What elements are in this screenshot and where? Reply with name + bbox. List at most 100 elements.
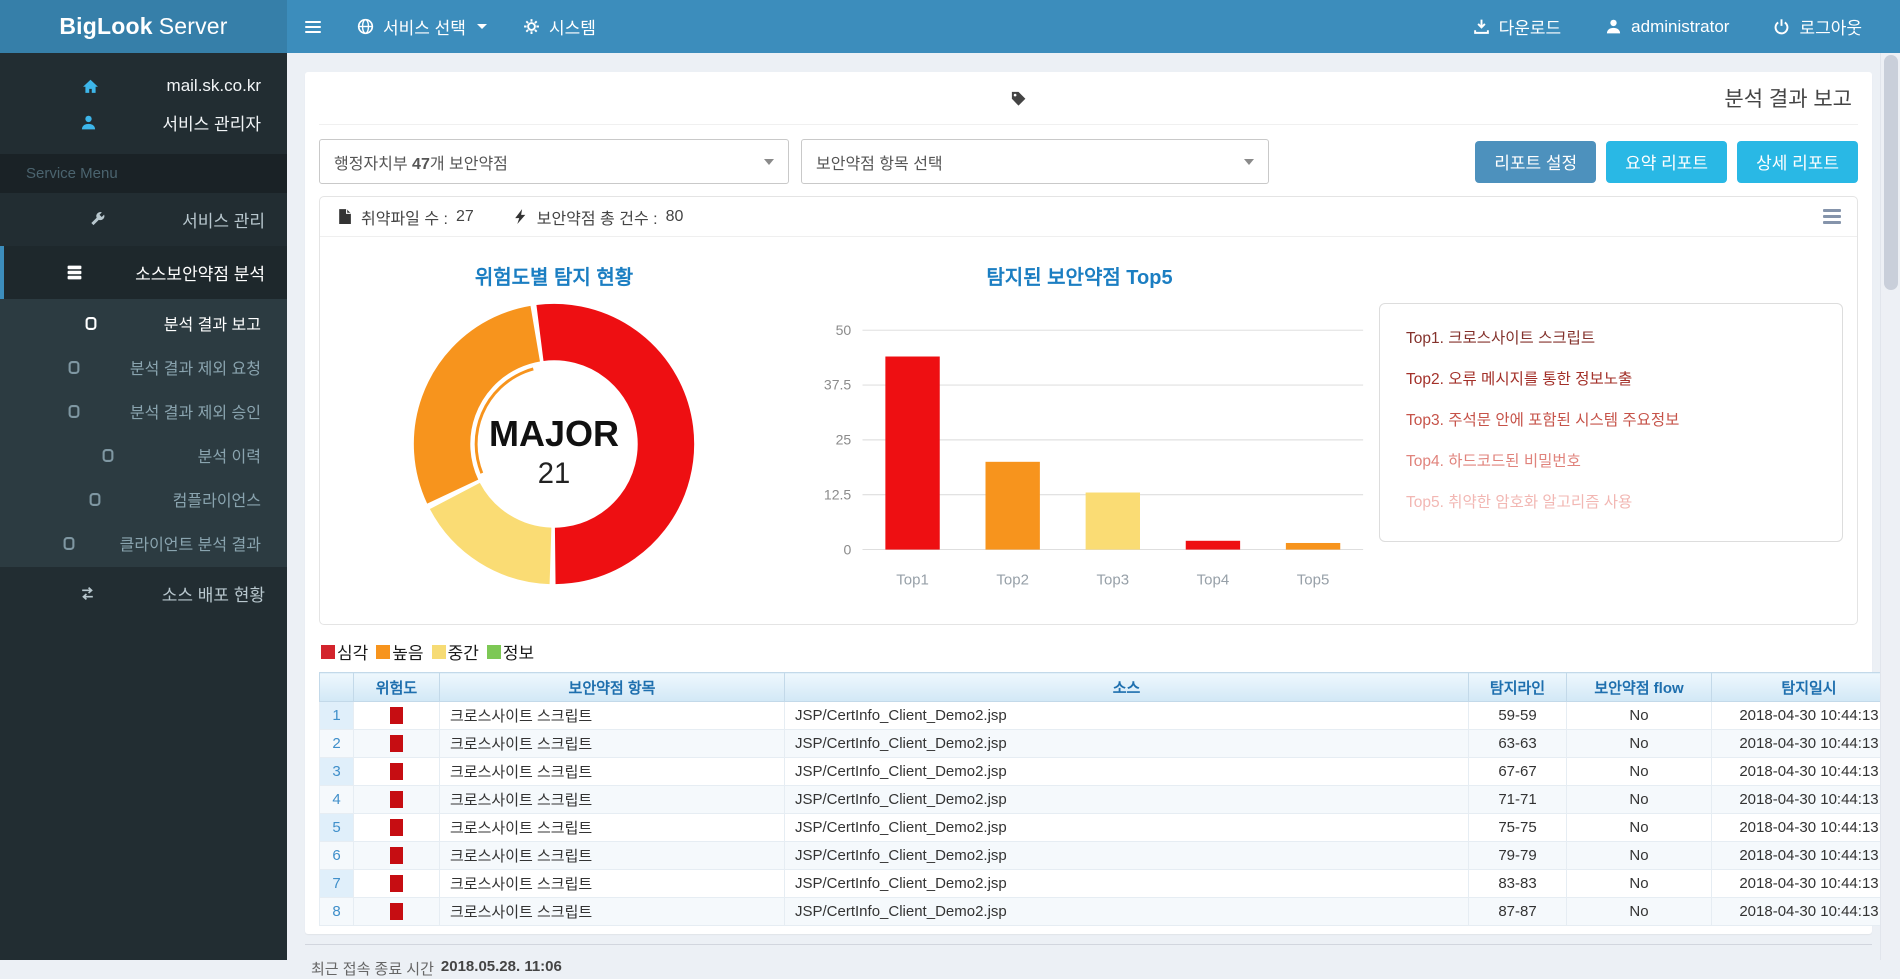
logout-button[interactable]: 로그아웃 [1755, 0, 1880, 53]
user-icon [1605, 18, 1622, 35]
top5-item: Top1. 크로스사이트 스크립트 [1406, 326, 1816, 348]
scrollbar-thumb[interactable] [1884, 55, 1898, 290]
svg-text:12.5: 12.5 [824, 486, 852, 502]
service-select-menu[interactable]: 서비스 선택 [339, 0, 505, 53]
top5-label: 오류 메시지를 통한 정보노출 [1448, 371, 1632, 388]
detect-line-cell: 83-83 [1469, 870, 1567, 898]
sidebar-toggle-button[interactable] [287, 0, 339, 53]
sidebar-subitem[interactable]: 클라이언트 분석 결과 [0, 521, 287, 565]
top5-label: 크로스사이트 스크립트 [1448, 330, 1595, 347]
row-number-cell: 1 [320, 702, 354, 730]
detected-at-cell: 2018-04-30 10:44:13 [1712, 898, 1900, 926]
top5-item: Top4. 하드코드된 비밀번호 [1406, 449, 1816, 471]
sidebar-subitem-label: 클라이언트 분석 결과 [120, 531, 261, 555]
svg-text:0: 0 [843, 541, 851, 557]
svg-text:Top3: Top3 [1097, 571, 1130, 588]
donut-chart-title: 위험도별 탐지 현황 [328, 261, 780, 290]
detected-at-cell: 2018-04-30 10:44:13 [1712, 870, 1900, 898]
weakness-item-cell: 크로스사이트 스크립트 [440, 842, 785, 870]
sidebar-subitem-label: 분석 결과 제외 요청 [130, 355, 261, 379]
sidebar-subitem[interactable]: 분석 결과 제외 승인 [0, 389, 287, 433]
sidebar-item-source-deploy[interactable]: 소스 배포 현황 [0, 567, 287, 620]
sidebar-item-service-manage[interactable]: 서비스 관리 [0, 193, 287, 246]
source-cell: JSP/CertInfo_Client_Demo2.jsp [785, 730, 1469, 758]
square-icon [88, 492, 102, 507]
brand-rest: Server [159, 13, 228, 40]
report-settings-button[interactable]: 리포트 설정 [1475, 141, 1596, 183]
legend-swatch [432, 645, 446, 659]
sidebar-user-label: 서비스 관리자 [162, 110, 261, 135]
content-area: 분석 결과 보고 행정자치부 47개 보안약점 보안약점 항목 선택 리 [287, 53, 1880, 960]
top5-rank: Top2. [1406, 371, 1448, 388]
row-number-cell: 4 [320, 786, 354, 814]
detail-report-button[interactable]: 상세 리포트 [1737, 141, 1858, 183]
flow-cell: No [1567, 786, 1712, 814]
sidebar-subitem[interactable]: 분석 결과 제외 요청 [0, 345, 287, 389]
legend-label: 정보 [503, 639, 534, 664]
power-icon [1773, 18, 1790, 35]
table-header-cell: 소스 [785, 673, 1469, 702]
sidebar-subitem[interactable]: 컴플라이언스 [0, 477, 287, 521]
flow-cell: No [1567, 898, 1712, 926]
sidebar-item-source-analysis[interactable]: 소스보안약점 분석 [0, 246, 287, 299]
user-menu[interactable]: administrator [1587, 0, 1747, 53]
select-caret-icon [764, 159, 774, 165]
footer-label: 최근 접속 종료 시간 [311, 958, 434, 979]
source-cell: JSP/CertInfo_Client_Demo2.jsp [785, 898, 1469, 926]
sidebar-subitem[interactable]: 분석 이력 [0, 433, 287, 477]
chart-menu-icon[interactable] [1823, 209, 1841, 224]
system-menu[interactable]: 시스템 [505, 0, 614, 53]
legend-label: 중간 [448, 639, 479, 664]
page-footer: 최근 접속 종료 시간 2018.05.28. 11:06 [305, 944, 1872, 979]
exchange-icon [79, 585, 96, 602]
detected-at-cell: 2018-04-30 10:44:13 [1712, 730, 1900, 758]
sidebar-subitem[interactable]: 분석 결과 보고 [0, 301, 287, 345]
legend-swatch [321, 645, 335, 659]
hamburger-icon [305, 21, 321, 33]
square-icon [62, 536, 76, 551]
category-select[interactable]: 행정자치부 47개 보안약점 [319, 139, 789, 184]
severity-square-icon [390, 903, 403, 920]
source-cell: JSP/CertInfo_Client_Demo2.jsp [785, 702, 1469, 730]
sidebar-item-label: 소스 배포 현황 [162, 581, 265, 606]
sidebar-item-label: 서비스 관리 [182, 207, 265, 232]
sidebar-host[interactable]: mail.sk.co.kr [0, 69, 287, 103]
detect-line-cell: 63-63 [1469, 730, 1567, 758]
sidebar-user[interactable]: 서비스 관리자 [0, 103, 287, 142]
severity-cell [354, 870, 440, 898]
table-header-cell: 위험도 [354, 673, 440, 702]
flow-cell: No [1567, 758, 1712, 786]
svg-text:Top5: Top5 [1297, 571, 1330, 588]
severity-cell [354, 730, 440, 758]
gear-icon [523, 18, 540, 35]
summary-report-button[interactable]: 요약 리포트 [1606, 141, 1727, 183]
stats-row: 취약파일 수 : 27 보안약점 총 건수 : 80 [320, 197, 1857, 237]
row-number-cell: 6 [320, 842, 354, 870]
svg-text:25: 25 [836, 432, 852, 448]
item-select[interactable]: 보안약점 항목 선택 [801, 139, 1269, 184]
navbar-left: 서비스 선택 시스템 [287, 0, 614, 53]
globe-icon [357, 18, 374, 35]
flow-cell: No [1567, 842, 1712, 870]
system-label: 시스템 [549, 14, 596, 39]
square-icon [67, 360, 81, 375]
brand-logo[interactable]: BigLook Server [0, 0, 287, 53]
table-header-cell: 보안약점 항목 [440, 673, 785, 702]
download-button[interactable]: 다운로드 [1455, 0, 1580, 53]
detected-at-cell: 2018-04-30 10:44:13 [1712, 842, 1900, 870]
source-cell: JSP/CertInfo_Client_Demo2.jsp [785, 814, 1469, 842]
detect-line-cell: 67-67 [1469, 758, 1567, 786]
legend-label: 심각 [337, 639, 368, 664]
sidebar-subitem-label: 컴플라이언스 [173, 487, 261, 511]
severity-square-icon [390, 819, 403, 836]
detect-line-cell: 79-79 [1469, 842, 1567, 870]
page-scrollbar[interactable] [1880, 53, 1900, 960]
stat-value: 80 [666, 208, 684, 226]
